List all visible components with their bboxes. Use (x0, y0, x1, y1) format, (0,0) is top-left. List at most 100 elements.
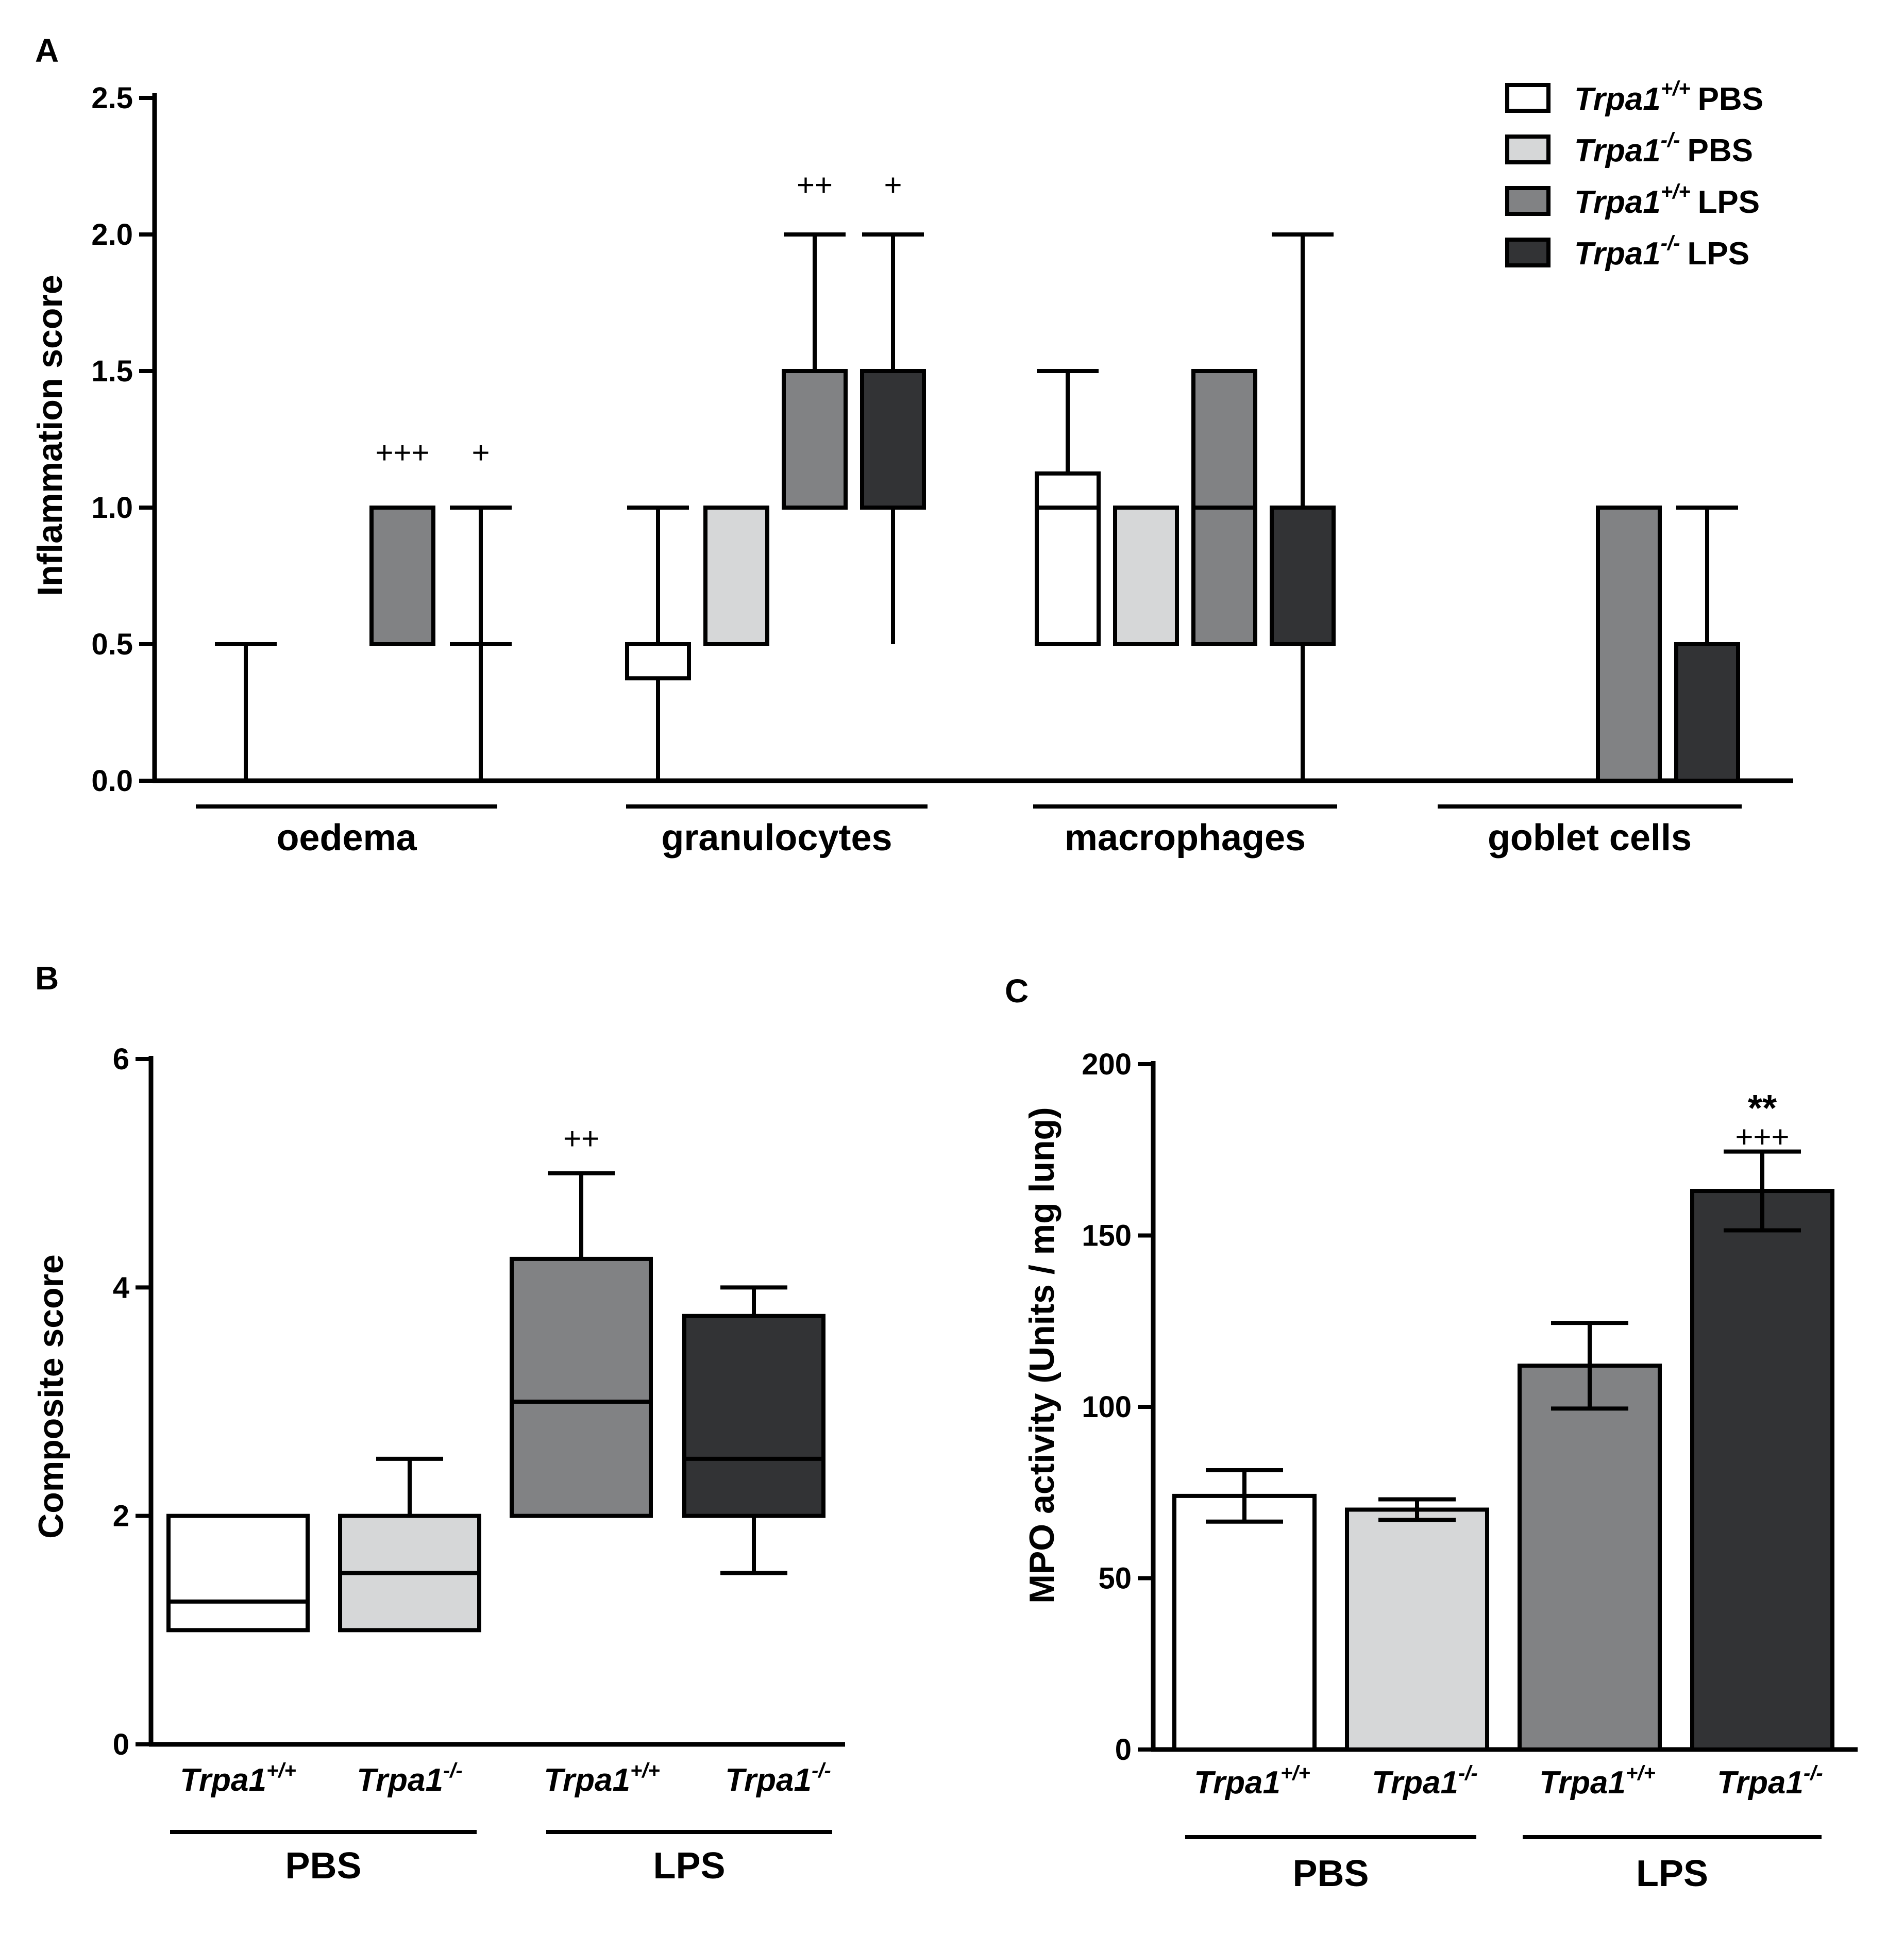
panel-a-box (1270, 506, 1336, 646)
panel-b-significance-label: ++ (563, 1121, 599, 1156)
panel-a-box (1113, 506, 1179, 646)
panel-c-bar (1690, 1189, 1834, 1752)
legend-swatch (1505, 186, 1551, 216)
legend-swatch (1505, 83, 1551, 113)
panel-a-box (860, 369, 926, 510)
panel-c-x-label-genotype: Trpa1 (1194, 1765, 1280, 1801)
panel-c-treatment-label: PBS (1292, 1853, 1369, 1894)
legend-superscript: +/+ (1661, 77, 1691, 100)
panel-b-x-label: Trpa1+/+ (544, 1759, 660, 1798)
panel-letter-b: B (35, 960, 59, 997)
panel-c-x-label-genotype: Trpa1 (1717, 1765, 1804, 1801)
panel-a-significance-label: + (884, 168, 902, 203)
panel-c-x-label: Trpa1-/- (1372, 1762, 1477, 1801)
panel-a-box (703, 506, 769, 646)
panel-a-significance-label: + (471, 435, 490, 470)
panel-b-x-label-superscript: -/- (443, 1759, 463, 1782)
panel-c-y-tick-label: 200 (1082, 1048, 1132, 1081)
legend-entry: Trpa1-/- LPS (1574, 232, 1749, 272)
panel-b-x-label-superscript: -/- (812, 1759, 831, 1782)
panel-a-y-tick-label: 2.0 (91, 218, 133, 251)
panel-a-y-tick-label: 0.0 (91, 764, 133, 798)
legend-superscript: -/- (1661, 129, 1680, 152)
legend-genotype: Trpa1 (1574, 184, 1661, 220)
panel-c-x-label-superscript: +/+ (1280, 1762, 1310, 1785)
panel-a-category-label: granulocytes (661, 817, 892, 859)
panel-c-chart: MPO activity (Units / mg lung) 0 50 100 150… (1022, 1048, 1858, 1894)
panel-letter-c: C (1005, 972, 1029, 1010)
panel-letter-a: A (35, 32, 59, 69)
panel-b-x-label: Trpa1+/+ (180, 1759, 296, 1798)
panel-b-y-tick-label: 2 (113, 1500, 129, 1533)
panel-c-y-tick-label: 150 (1082, 1219, 1132, 1253)
panel-b-y-tick-label: 6 (113, 1042, 129, 1076)
panel-a-category-label: goblet cells (1488, 817, 1692, 859)
panel-c-x-label-genotype: Trpa1 (1372, 1765, 1458, 1801)
panel-a-category-label: macrophages (1065, 817, 1306, 859)
panel-b-box (682, 1314, 825, 1518)
panel-a-box (369, 506, 435, 646)
panel-b-x-label: Trpa1-/- (725, 1759, 831, 1798)
panel-c-y-tick-label: 0 (1115, 1733, 1132, 1767)
panel-c-x-label: Trpa1+/+ (1539, 1762, 1656, 1801)
panel-b-box (510, 1256, 653, 1518)
panel-c-bar (1345, 1507, 1489, 1752)
panel-c-y-axis-title: MPO activity (Units / mg lung) (1022, 1107, 1061, 1603)
panel-a-y-tick-label: 2.5 (91, 81, 133, 115)
panel-c-x-label: Trpa1-/- (1717, 1762, 1823, 1801)
legend-treatment: LPS (1687, 236, 1749, 272)
legend-superscript: -/- (1661, 232, 1680, 255)
panel-b-box (166, 1513, 310, 1633)
panel-a-significance-label: +++ (375, 435, 429, 470)
panel-b-x-label-genotype: Trpa1 (180, 1762, 266, 1798)
panel-c-y-tick-label: 100 (1082, 1390, 1132, 1424)
legend-entry: Trpa1-/- PBS (1574, 129, 1753, 169)
legend-genotype: Trpa1 (1574, 133, 1661, 169)
legend-entry: Trpa1+/+ LPS (1574, 180, 1760, 220)
panel-c-bar (1172, 1493, 1317, 1752)
panel-c-bar (1518, 1364, 1662, 1752)
panel-a-chart: Inflammation score 0.00.51.01.52.02.5 ++… (30, 77, 1793, 859)
panel-c-significance-label: +++ (1735, 1120, 1789, 1154)
legend-swatch (1505, 238, 1551, 267)
panel-a-box (1674, 642, 1740, 783)
panel-c-x-label-superscript: -/- (1458, 1762, 1478, 1785)
panel-c-x-label-superscript: +/+ (1626, 1762, 1656, 1785)
panel-a-y-tick-label: 0.5 (91, 628, 133, 661)
panel-c-x-label-genotype: Trpa1 (1539, 1765, 1626, 1801)
panel-b-x-label: Trpa1-/- (357, 1759, 462, 1798)
legend-swatch (1505, 134, 1551, 164)
panel-a-box (625, 642, 691, 681)
panel-b-x-label-genotype: Trpa1 (357, 1762, 443, 1798)
panel-b-x-label-genotype: Trpa1 (725, 1762, 812, 1798)
legend-treatment: PBS (1698, 81, 1763, 117)
panel-a-box (782, 369, 848, 510)
panel-a-box (1035, 471, 1101, 646)
panel-c-x-label: Trpa1+/+ (1194, 1762, 1310, 1801)
panel-c-significance-label: ** (1748, 1088, 1777, 1129)
legend-treatment: LPS (1698, 184, 1760, 220)
panel-a-category-label: oedema (276, 817, 417, 859)
panel-a-box (1596, 506, 1662, 783)
panel-a-y-axis-title: Inflammation score (30, 275, 70, 596)
panel-c-y-tick-label: 50 (1098, 1562, 1132, 1595)
legend-genotype: Trpa1 (1574, 236, 1661, 272)
panel-c-treatment-label: LPS (1636, 1853, 1708, 1894)
panel-b-x-label-superscript: +/+ (630, 1759, 660, 1782)
panel-b-x-label-genotype: Trpa1 (544, 1762, 630, 1798)
panel-b-treatment-label: PBS (285, 1845, 361, 1887)
legend-entry: Trpa1+/+ PBS (1574, 77, 1763, 117)
panel-b-treatment-label: LPS (653, 1845, 725, 1887)
panel-b-y-axis-title: Composite score (31, 1254, 71, 1539)
panel-b-y-tick-label: 0 (113, 1728, 129, 1761)
panel-b-y-tick-label: 4 (113, 1271, 129, 1304)
panel-a-y-tick-label: 1.0 (91, 491, 133, 525)
panel-a-significance-label: ++ (797, 168, 833, 203)
legend-treatment: PBS (1687, 133, 1753, 169)
legend-superscript: +/+ (1661, 180, 1691, 203)
panel-c-x-label-superscript: -/- (1804, 1762, 1823, 1785)
panel-b-x-label-superscript: +/+ (266, 1759, 296, 1782)
